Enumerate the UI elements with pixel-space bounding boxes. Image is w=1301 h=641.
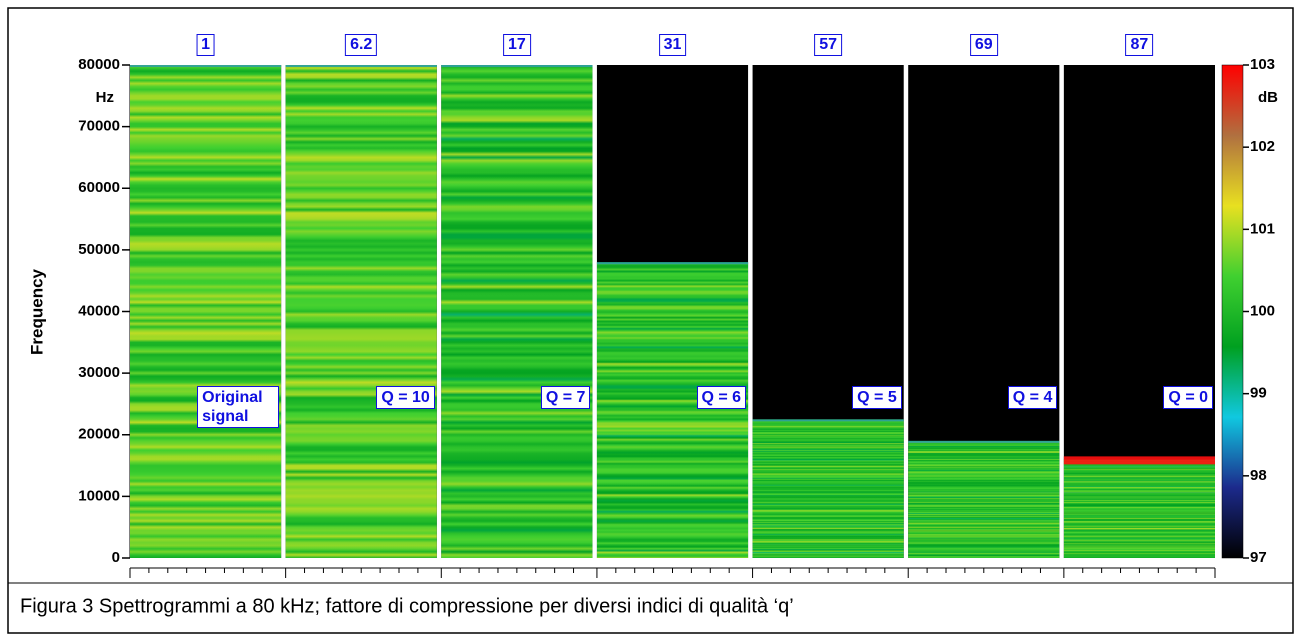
caption: Figura 3 Spettrogrammi a 80 kHz; fattore… [20, 595, 794, 617]
colorbar-tick-label: 100 [1250, 302, 1275, 319]
spectrum-band [286, 65, 437, 558]
y-tick-label: 50000 [78, 241, 120, 258]
compression-label: 69 [970, 34, 998, 56]
colorbar-tick-label: 97 [1250, 549, 1267, 566]
chart: Figura 3 Spettrogrammi a 80 kHz; fattore… [0, 0, 1301, 641]
compression-label: 87 [1126, 34, 1154, 56]
y-axis-label: Frequency [27, 268, 46, 355]
y-tick-label: 0 [112, 549, 120, 566]
colorbar-tick-label: 103 [1250, 56, 1275, 73]
compression-label: 31 [659, 34, 687, 56]
spectrum-band [441, 65, 592, 558]
quality-label: Q = 0 [1163, 386, 1213, 409]
compression-label: 6.2 [345, 34, 377, 56]
compression-label: 17 [503, 34, 531, 56]
compression-label: 57 [814, 34, 842, 56]
y-tick-label: 30000 [78, 364, 120, 381]
y-tick-label: 80000 [78, 56, 120, 73]
y-tick-label: 20000 [78, 426, 120, 443]
y-tick-label: 60000 [78, 179, 120, 196]
colorbar-tick-label: 98 [1250, 467, 1267, 484]
colorbar-tick-label: 102 [1250, 138, 1275, 155]
colorbar-tick-label: 99 [1250, 385, 1267, 402]
spectrum-band [908, 441, 1059, 558]
y-tick-label: 70000 [78, 118, 120, 135]
quality-label: Original signal [197, 386, 279, 428]
quality-label: Q = 7 [541, 386, 591, 409]
y-tick-label: 10000 [78, 487, 120, 504]
colorbar-tick-label: 101 [1250, 220, 1275, 237]
colorbar-label: dB [1258, 89, 1278, 106]
colorbar [1222, 65, 1243, 558]
y-tick-label: 40000 [78, 302, 120, 319]
spectrum-band [1064, 459, 1215, 558]
spectrum-band [130, 65, 281, 558]
spectrum-band [597, 262, 748, 558]
quality-label: Q = 4 [1008, 386, 1058, 409]
quality-label: Q = 5 [852, 386, 902, 409]
quality-label: Q = 10 [376, 386, 434, 409]
compression-label: 1 [196, 34, 215, 56]
spectrum-band [753, 419, 904, 558]
figure: Figura 3 Spettrogrammi a 80 kHz; fattore… [0, 0, 1301, 641]
quality-label: Q = 6 [697, 386, 747, 409]
y-unit: Hz [96, 89, 114, 106]
